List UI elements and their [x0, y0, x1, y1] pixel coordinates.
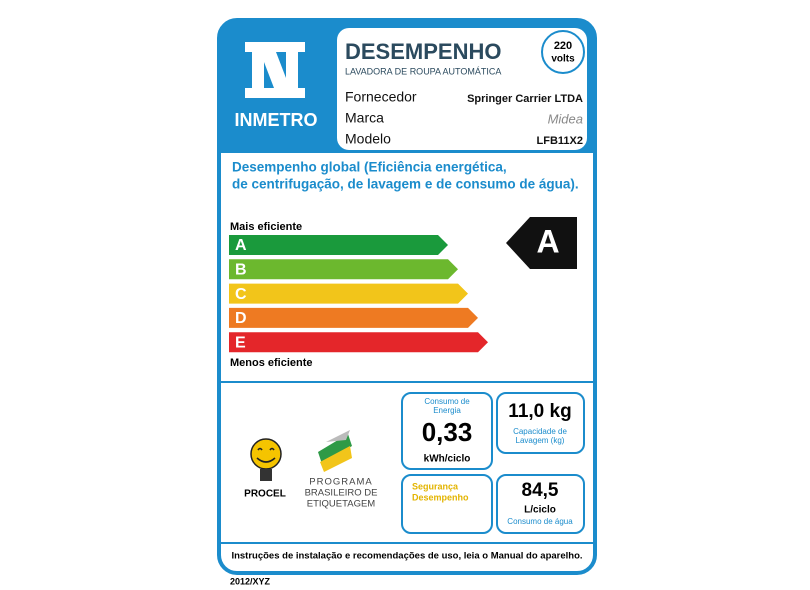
water-unit: L/ciclo: [524, 505, 556, 516]
class-letter: B: [235, 262, 247, 279]
safety-label: Segurança: [412, 481, 459, 491]
class-bar: [229, 259, 458, 280]
scale-top-label: Mais eficiente: [230, 221, 302, 233]
capacity-label: Capacidade de: [513, 427, 567, 436]
description: Desempenho global (Eficiência energética…: [232, 160, 507, 175]
title: DESEMPENHO: [345, 39, 501, 64]
class-bar: [229, 283, 468, 304]
class-bar: [229, 235, 448, 255]
boxes: [401, 392, 585, 534]
voltage-badge: [541, 30, 585, 74]
info-label: Fornecedor: [345, 89, 417, 105]
scale-bottom-label: Menos eficiente: [230, 357, 313, 369]
class-letter: E: [235, 334, 246, 351]
info-value: Springer Carrier LTDA: [467, 93, 583, 105]
programa-text: BRASILEIRO DE: [305, 488, 378, 499]
subtitle: LAVADORA DE ROUPA AUTOMÁTICA: [345, 66, 501, 76]
programa-icon: [318, 430, 352, 472]
capacity-label: Lavagem (kg): [516, 436, 565, 445]
procel-text: PROCEL: [244, 489, 286, 500]
class-letter: D: [235, 310, 247, 327]
energy-value: 0,33: [422, 417, 473, 447]
programa-text: PROGRAMA: [309, 477, 372, 488]
info-label: Marca: [345, 110, 384, 126]
capacity-value: 11,0 kg: [508, 401, 571, 422]
water-value: 84,5: [522, 480, 559, 501]
rating: A: [536, 223, 559, 259]
header-panel: [337, 28, 587, 150]
inmetro-icon: [245, 42, 305, 98]
class-bar: [229, 332, 488, 353]
footer-note: Instruções de instalação e recomendações…: [231, 551, 582, 562]
energy-label: Consumo de: [424, 397, 470, 406]
info-rows: Fornecedor Springer Carrier LTDA Marca Mide…: [345, 89, 583, 147]
info-value: Midea: [548, 111, 583, 126]
footer-code: 2012/XYZ: [230, 576, 271, 586]
info-label: Modelo: [345, 131, 391, 147]
logo-text: INMETRO: [235, 110, 318, 130]
description: de centrifugação, de lavagem e de consum…: [232, 177, 579, 192]
voltage-value: 220: [554, 40, 572, 52]
class-letter: A: [235, 237, 247, 254]
safety-label: Desempenho: [412, 492, 469, 502]
class-letter: C: [235, 286, 247, 303]
energy-label: Energia: [433, 406, 461, 415]
programa-text: ETIQUETAGEM: [307, 499, 376, 510]
water-label: Consumo de água: [507, 517, 573, 526]
rating-arrow: [506, 217, 577, 269]
procel-icon: [250, 438, 282, 481]
class-bar: [229, 307, 478, 328]
info-value: LFB11X2: [537, 135, 583, 147]
voltage-unit: volts: [551, 54, 575, 65]
energy-unit: kWh/ciclo: [424, 454, 471, 465]
